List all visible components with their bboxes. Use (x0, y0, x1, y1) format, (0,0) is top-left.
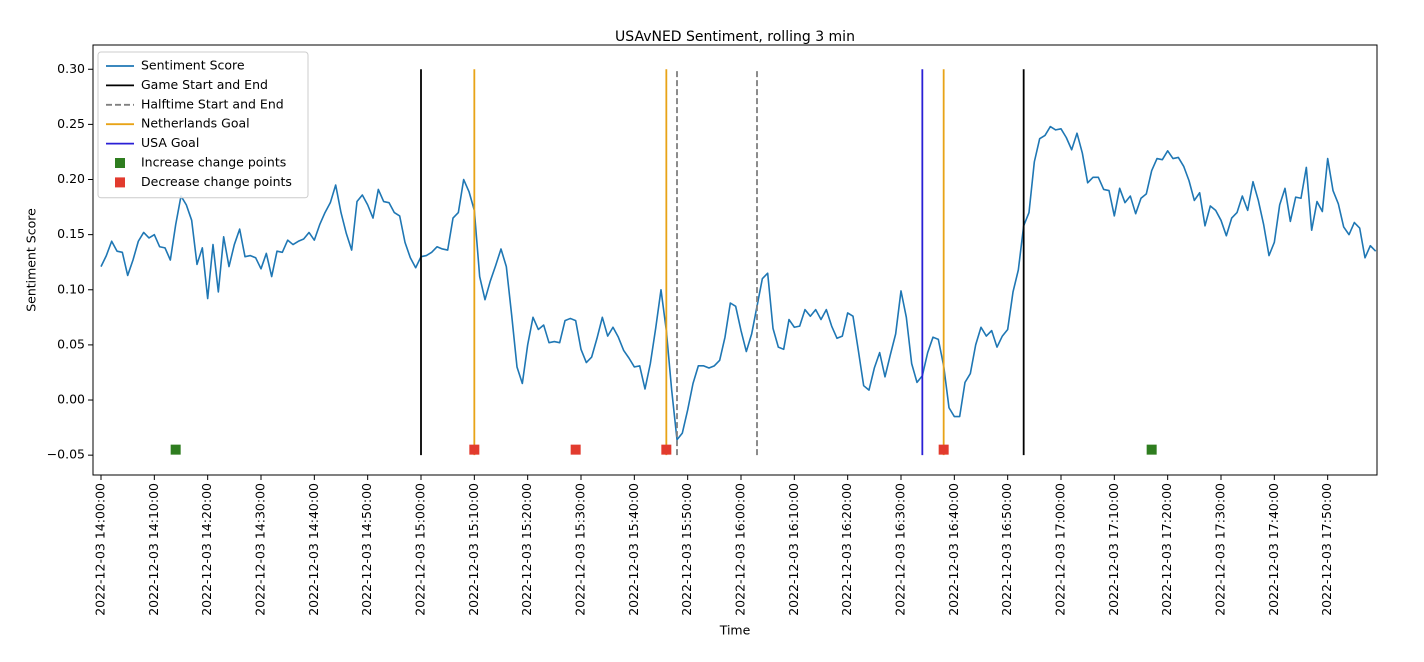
x-tick-label: 2022-12-03 16:10:00 (786, 483, 801, 616)
x-tick-label: 2022-12-03 17:10:00 (1106, 483, 1121, 616)
y-tick-label: 0.15 (57, 226, 85, 241)
y-tick-label: −0.05 (47, 447, 85, 462)
change-point (661, 444, 672, 455)
x-tick-label: 2022-12-03 15:50:00 (679, 483, 694, 616)
x-tick-label: 2022-12-03 17:00:00 (1053, 483, 1068, 616)
legend-box (97, 51, 309, 199)
legend: Sentiment Score Game Start and End Halftim… (97, 51, 309, 199)
x-tick-label: 2022-12-03 16:20:00 (839, 483, 854, 616)
change-point (469, 444, 480, 455)
legend-swatch (115, 158, 125, 168)
x-tick-label: 2022-12-03 15:10:00 (466, 483, 481, 616)
x-tick-label: 2022-12-03 14:20:00 (199, 483, 214, 616)
y-tick-label: 0.25 (57, 116, 85, 131)
legend-label: Decrease change points (141, 174, 292, 189)
chart-title: USAvNED Sentiment, rolling 3 min (615, 29, 855, 45)
plot-frame (92, 44, 1378, 476)
legend-label: USA Goal (141, 135, 199, 150)
x-tick-label: 2022-12-03 15:30:00 (573, 483, 588, 616)
sentiment-line (100, 125, 1377, 441)
legend-label: Game Start and End (141, 77, 268, 92)
y-axis-label: Sentiment Score (24, 208, 39, 312)
x-tick-label: 2022-12-03 14:00:00 (93, 483, 108, 616)
x-tick-label: 2022-12-03 14:10:00 (146, 483, 161, 616)
legend-label: Increase change points (141, 155, 286, 170)
x-tick-label: 2022-12-03 15:20:00 (519, 483, 534, 616)
x-tick-label: 2022-12-03 17:40:00 (1266, 483, 1281, 616)
y-tick-label: 0.10 (57, 281, 85, 296)
y-tick-label: 0.00 (57, 392, 85, 407)
y-tick-label: 0.20 (57, 171, 85, 186)
x-tick-label: 2022-12-03 16:50:00 (999, 483, 1014, 616)
legend-label: Netherlands Goal (141, 116, 250, 131)
x-tick-label: 2022-12-03 16:30:00 (893, 483, 908, 616)
x-tick-label: 2022-12-03 16:40:00 (946, 483, 961, 616)
x-tick-label: 2022-12-03 17:30:00 (1213, 483, 1228, 616)
x-tick-label: 2022-12-03 14:40:00 (306, 483, 321, 616)
change-point (938, 444, 949, 455)
change-point (570, 444, 581, 455)
x-tick-label: 2022-12-03 17:20:00 (1159, 483, 1174, 616)
x-tick-label: 2022-12-03 14:50:00 (359, 483, 374, 616)
x-tick-label: 2022-12-03 14:30:00 (253, 483, 268, 616)
legend-label: Halftime Start and End (141, 96, 284, 111)
y-tick-label: 0.05 (57, 336, 85, 351)
change-point (1146, 444, 1157, 455)
legend-swatch (115, 177, 125, 188)
change-point (170, 444, 181, 455)
x-tick-label: 2022-12-03 15:40:00 (626, 483, 641, 616)
legend-label: Sentiment Score (141, 58, 245, 73)
x-tick-label: 2022-12-03 17:50:00 (1319, 483, 1334, 616)
y-tick-label: 0.30 (57, 61, 85, 76)
x-tick-label: 2022-12-03 16:00:00 (733, 483, 748, 616)
x-tick-label: 2022-12-03 15:00:00 (413, 483, 428, 616)
x-axis-label: Time (719, 623, 751, 638)
